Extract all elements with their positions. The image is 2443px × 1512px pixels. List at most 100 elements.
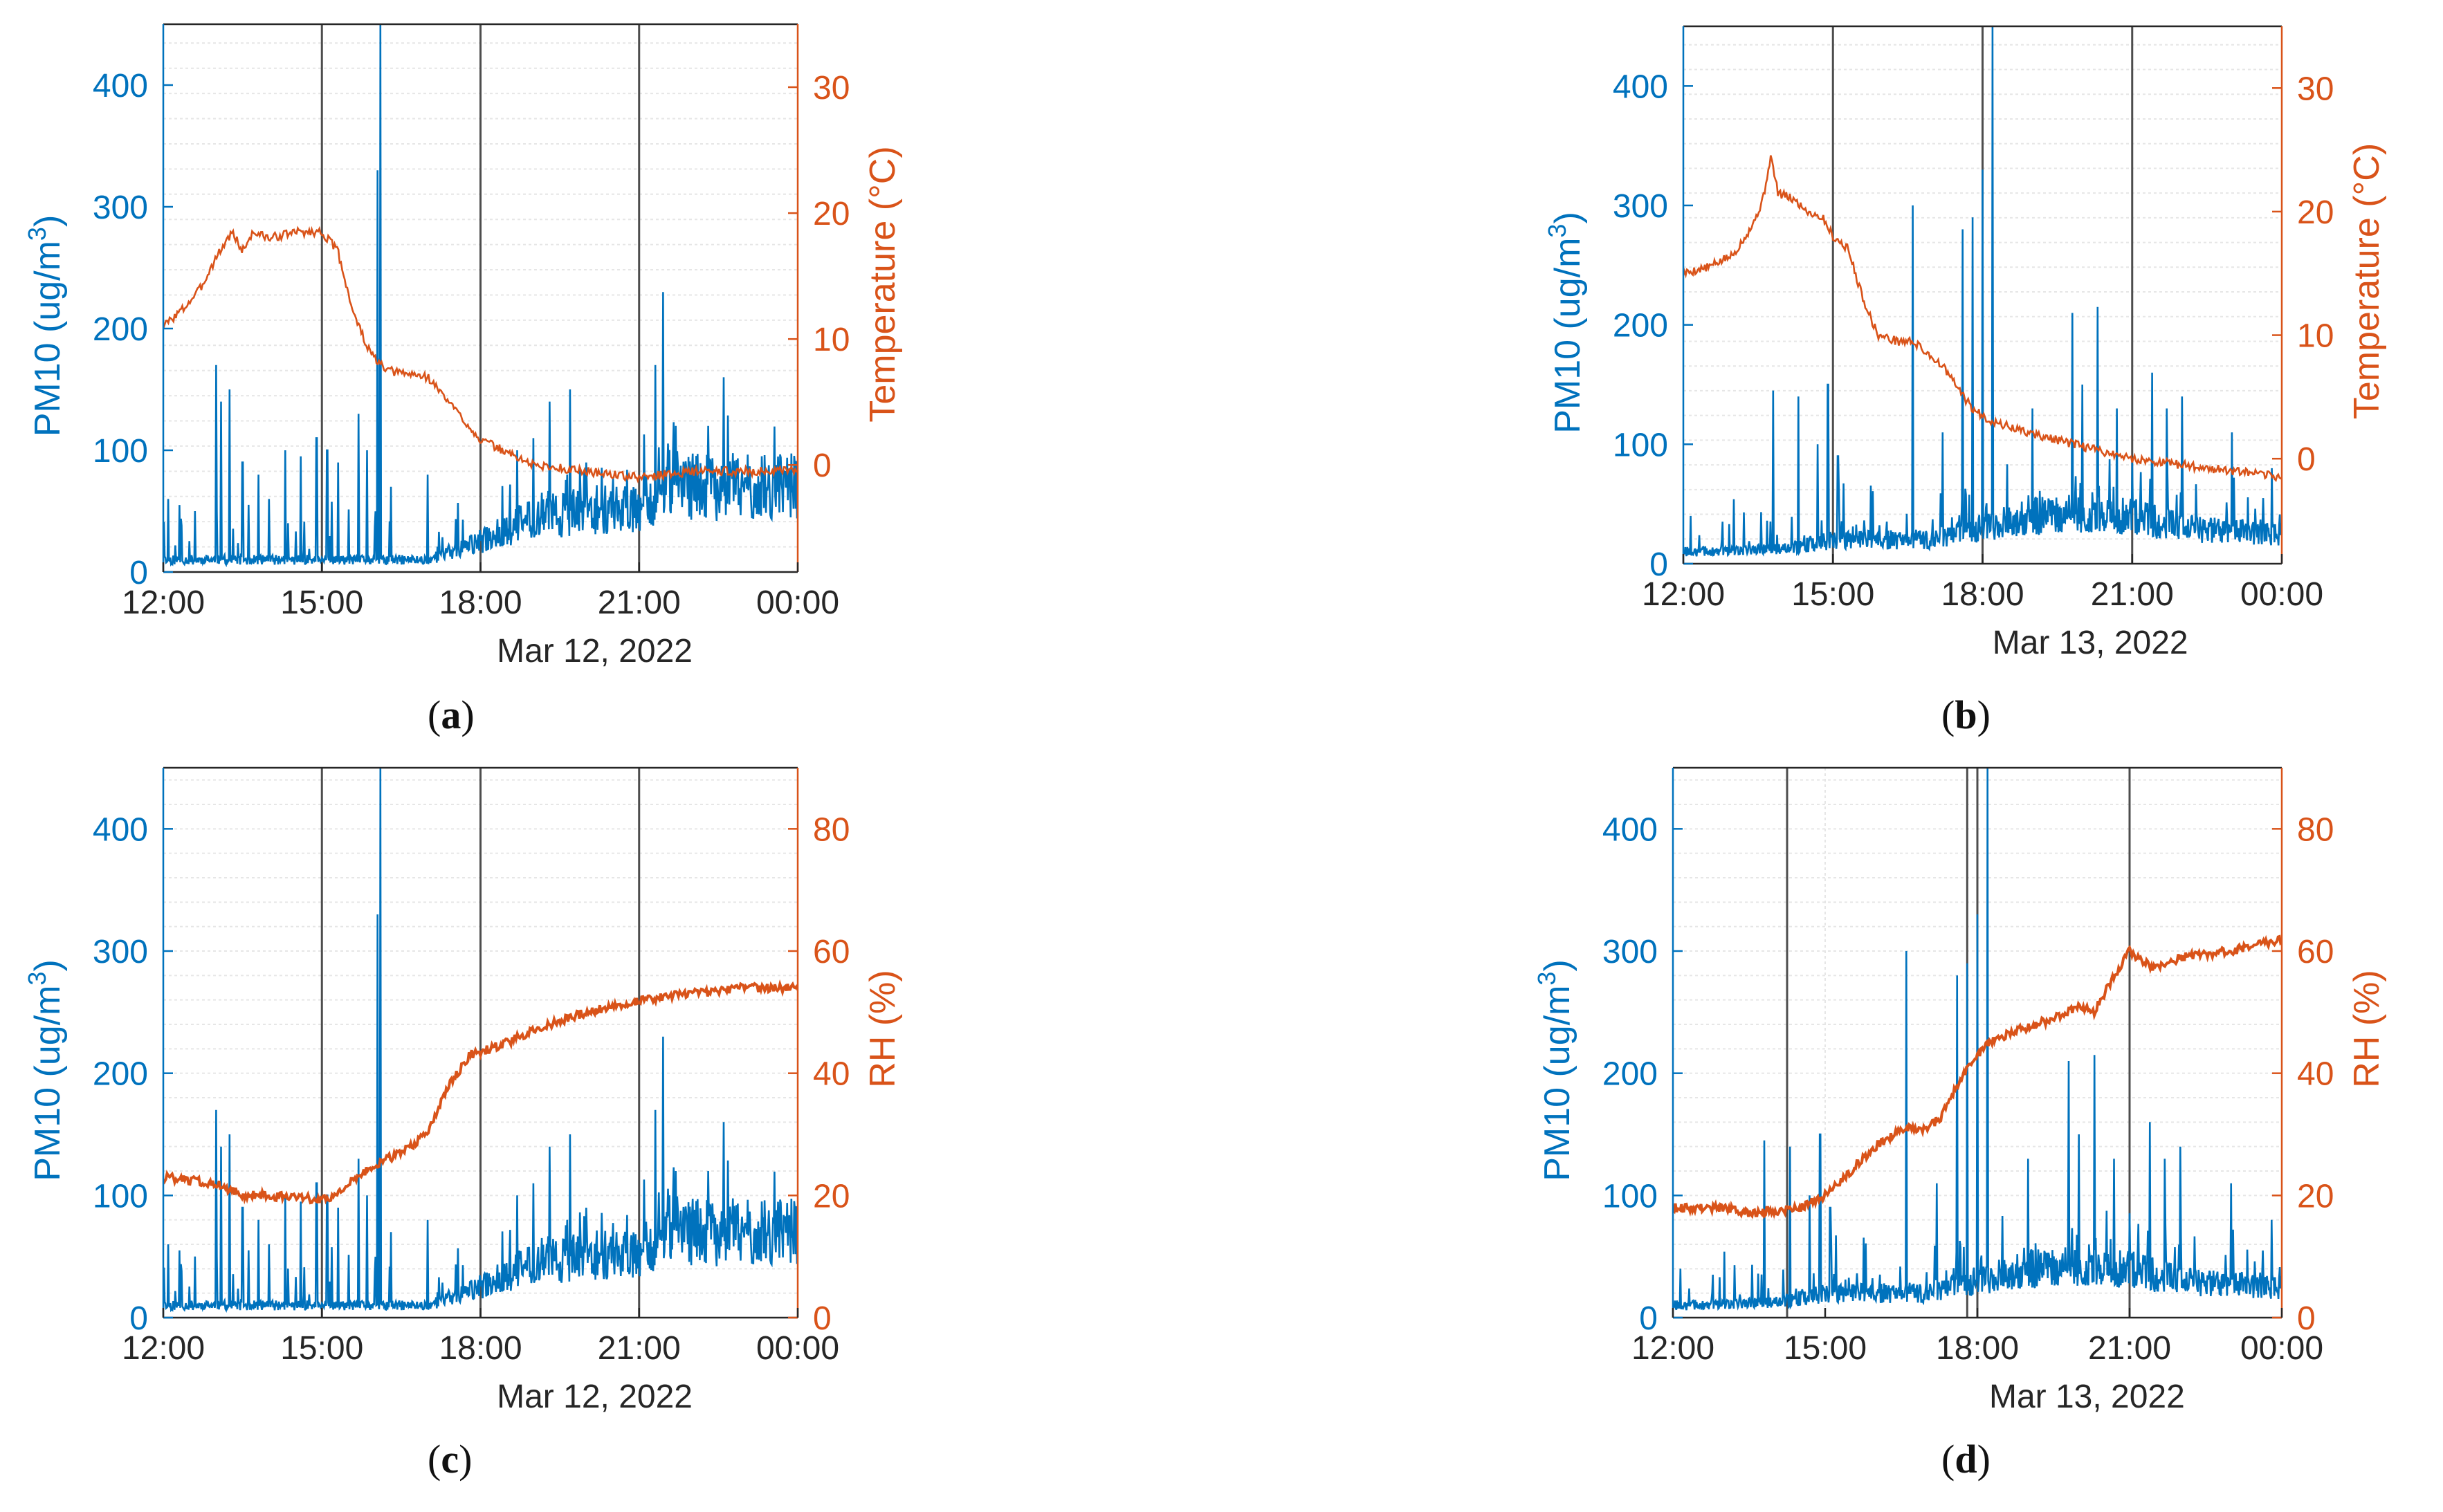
right-tick-label: 30	[2297, 71, 2334, 107]
caption-b: (b)	[1941, 692, 1991, 737]
x-tick-label: 21:00	[2091, 576, 2174, 613]
left-axis-label-sup: 3	[1532, 972, 1561, 986]
left-tick-label: 400	[93, 68, 148, 104]
right-axis-label: RH (%)	[2347, 970, 2387, 1087]
right-tick-label: 20	[813, 1178, 850, 1215]
left-axis-label-end: )	[28, 215, 68, 227]
panel-c: 0 100 200 300 400 0 20 40 60 80 12:00 15:00 18:00 21:…	[23, 766, 903, 1415]
left-axis-label: PM10 (ug/m3)	[23, 959, 68, 1181]
right-axis-label: RH (%)	[863, 970, 903, 1087]
right-tick-label: 80	[2297, 811, 2334, 848]
right-tick-label: 20	[2297, 1178, 2334, 1215]
left-axis-label-sup: 3	[23, 227, 51, 241]
caption-d-letter: d	[1955, 1437, 1977, 1482]
x-tick-label: 18:00	[1941, 576, 2024, 613]
left-tick-label: 300	[1602, 934, 1658, 970]
x-tick-label: 18:00	[439, 1330, 522, 1367]
x-tick-label: 18:00	[439, 584, 522, 621]
series-pm10	[163, 768, 798, 1313]
panel-a: 0 100 200 300 400 0 10 20 30 12:00 15:00 18:00 21:00…	[23, 23, 903, 670]
left-tick-label: 200	[93, 1056, 148, 1093]
left-axis-label-main: PM10 (ug/m	[1537, 986, 1577, 1181]
series-temperature	[1683, 155, 2282, 482]
left-tick-label: 100	[93, 1178, 148, 1215]
x-tick-label: 12:00	[122, 584, 205, 621]
right-tick-label: 0	[2297, 1300, 2316, 1337]
left-tick-label: 0	[129, 1300, 148, 1337]
x-tick-label: 15:00	[1784, 1330, 1867, 1367]
left-tick-label: 200	[1613, 308, 1668, 344]
left-axis-label-sup: 3	[23, 972, 51, 986]
left-tick-label: 100	[1613, 427, 1668, 463]
left-axis-label-sup: 3	[1543, 224, 1571, 238]
x-tick-label: 15:00	[280, 584, 363, 621]
series-pm10	[1683, 26, 2282, 557]
series-rh	[1673, 934, 2282, 1219]
x-tick-label: 18:00	[1936, 1330, 2019, 1367]
right-tick-label: 10	[2297, 318, 2334, 355]
left-tick-label: 0	[1639, 1300, 1658, 1337]
left-axis-label: PM10 (ug/m3)	[1543, 212, 1588, 434]
left-axis-label-main: PM10 (ug/m	[28, 241, 68, 436]
right-tick-label: 40	[2297, 1056, 2334, 1093]
right-tick-label: 0	[813, 448, 832, 484]
left-tick-label: 400	[1602, 811, 1658, 848]
x-date-label: Mar 13, 2022	[1989, 1379, 2185, 1415]
x-tick-label: 21:00	[598, 584, 681, 621]
right-tick-label: 0	[813, 1300, 832, 1337]
x-date-label: Mar 13, 2022	[1993, 625, 2188, 661]
right-tick-label: 60	[2297, 934, 2334, 970]
left-tick-label: 100	[93, 433, 148, 470]
x-date-label: Mar 12, 2022	[497, 1379, 693, 1415]
left-axis-label-end: )	[1548, 212, 1588, 223]
right-tick-label: 20	[813, 196, 850, 232]
panel-b: 0 100 200 300 400 0 10 20 30 12:00 15:00 18:00 21:00…	[1543, 25, 2387, 661]
x-tick-label: 00:00	[756, 1330, 839, 1367]
left-axis-label: PM10 (ug/m3)	[23, 215, 68, 437]
left-tick-label: 300	[93, 190, 148, 226]
left-tick-label: 0	[129, 555, 148, 591]
x-tick-label: 15:00	[280, 1330, 363, 1367]
left-tick-label: 100	[1602, 1178, 1658, 1215]
x-tick-label: 12:00	[1631, 1330, 1714, 1367]
left-tick-label: 300	[93, 934, 148, 970]
caption-c-letter: c	[441, 1437, 459, 1482]
series-temperature	[163, 225, 798, 484]
x-date-label: Mar 12, 2022	[497, 633, 693, 670]
x-tick-label: 00:00	[2240, 576, 2323, 613]
x-tick-label: 00:00	[2240, 1330, 2323, 1367]
caption-b-letter: b	[1955, 692, 1977, 737]
series-rh	[163, 979, 798, 1205]
left-axis-label-end: )	[28, 959, 68, 971]
left-axis-label-main: PM10 (ug/m	[28, 986, 68, 1181]
right-tick-label: 20	[2297, 194, 2334, 231]
x-tick-label: 12:00	[122, 1330, 205, 1367]
x-tick-label: 12:00	[1642, 576, 1725, 613]
right-tick-label: 40	[813, 1056, 850, 1093]
right-axis-label: Temperature (°C)	[2347, 143, 2387, 419]
right-tick-label: 0	[2297, 441, 2316, 478]
caption-c: (c)	[428, 1437, 473, 1482]
right-axis-label: Temperature (°C)	[863, 146, 903, 422]
right-tick-label: 80	[813, 811, 850, 848]
left-axis-label: PM10 (ug/m3)	[1532, 959, 1577, 1181]
left-tick-label: 200	[1602, 1056, 1658, 1093]
left-tick-label: 0	[1649, 546, 1668, 583]
caption-a: (a)	[428, 692, 475, 737]
right-tick-label: 10	[813, 322, 850, 358]
left-axis-label-main: PM10 (ug/m	[1548, 238, 1588, 434]
left-axis-label-end: )	[1537, 959, 1577, 971]
left-tick-label: 200	[93, 311, 148, 348]
left-tick-label: 400	[1613, 68, 1668, 105]
caption-d: (d)	[1941, 1437, 1991, 1482]
x-tick-label: 21:00	[598, 1330, 681, 1367]
x-tick-label: 15:00	[1791, 576, 1874, 613]
caption-a-letter: a	[441, 692, 461, 737]
x-tick-label: 21:00	[2088, 1330, 2171, 1367]
left-tick-label: 400	[93, 811, 148, 848]
x-tick-label: 00:00	[756, 584, 839, 621]
left-tick-label: 300	[1613, 188, 1668, 225]
right-tick-label: 60	[813, 934, 850, 970]
series-pm10	[1673, 768, 2282, 1311]
